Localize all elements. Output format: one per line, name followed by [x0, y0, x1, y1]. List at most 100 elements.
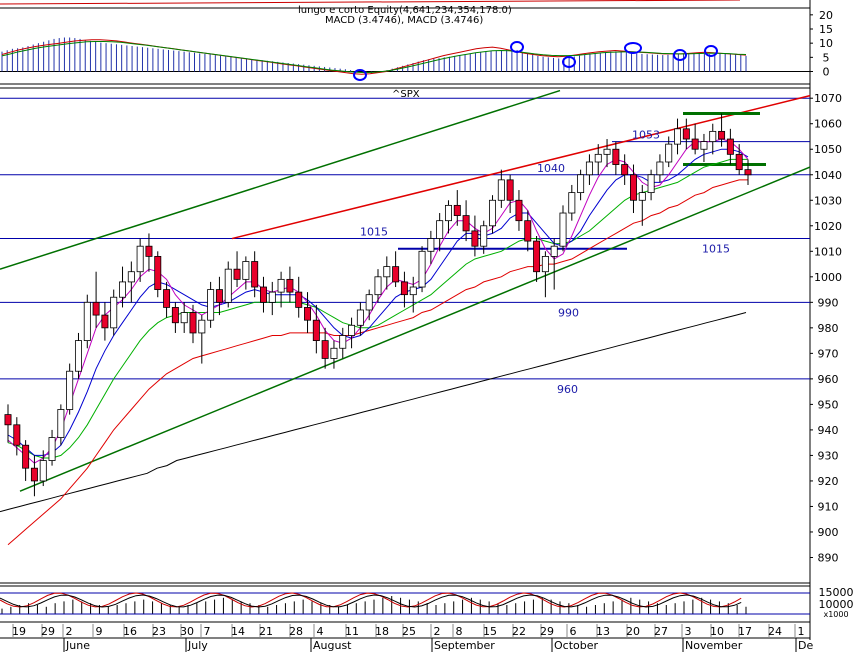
candle-body — [550, 245, 558, 257]
candle-body — [638, 192, 646, 201]
candle-body — [612, 148, 620, 165]
candle-body — [541, 256, 549, 273]
macd-signal-line — [1, 41, 747, 74]
volume-oscillator-black — [0, 594, 742, 608]
macd-highlight-circle — [562, 56, 576, 68]
price-tick-label: 900 — [818, 526, 839, 539]
candle-body — [4, 414, 12, 426]
candle-body — [392, 266, 400, 283]
candle-body — [233, 268, 241, 280]
candle-body — [30, 467, 38, 482]
price-tick-label: 970 — [818, 347, 839, 360]
level-label: 1015 — [360, 226, 388, 239]
candle-body — [559, 212, 567, 247]
price-tick-label: 1040 — [814, 169, 842, 182]
top-red-line — [0, 0, 741, 5]
candle-body — [735, 153, 743, 171]
x-day-label: 29 — [540, 625, 554, 638]
candle-body — [207, 289, 215, 321]
x-axis: 19 29 2 9 16 23 30 7 14 21 28 4 11 18 25 2 8 15 22 29 6 13 20 2… — [0, 624, 813, 652]
candle-body — [215, 289, 223, 303]
candle-body — [48, 437, 56, 461]
macd-highlight-circle — [673, 49, 687, 61]
candle-body — [709, 130, 717, 142]
price-tick-label: 1060 — [814, 118, 842, 131]
candle-body — [418, 250, 426, 288]
candle-body — [74, 340, 82, 372]
level-label: 1053 — [632, 129, 660, 142]
price-tick-label: 960 — [818, 373, 839, 386]
price-tick-label: 1020 — [814, 220, 842, 233]
candle-body — [127, 271, 135, 283]
macd-highlight-circle — [704, 45, 718, 57]
candle-body — [356, 309, 364, 326]
x-day-label: 29 — [41, 625, 55, 638]
x-day-label: 1 — [798, 625, 805, 638]
x-day-label: 20 — [626, 625, 640, 638]
x-day-label: 25 — [402, 625, 416, 638]
candle-body — [647, 174, 655, 194]
candle-body — [119, 281, 127, 298]
candle-body — [533, 240, 541, 273]
x-month-label: October — [554, 639, 598, 652]
candle-body — [665, 143, 673, 163]
ma-red-line — [7, 179, 748, 546]
candle-body — [480, 225, 488, 247]
x-day-label: 9 — [96, 625, 103, 638]
x-month-label: July — [187, 639, 208, 652]
price-tick-label: 980 — [818, 322, 839, 335]
candle-body — [154, 256, 162, 290]
candle-body — [524, 220, 532, 242]
candle-body — [110, 296, 118, 329]
candle-body — [691, 138, 699, 150]
candle-body — [189, 312, 197, 334]
candle-body — [224, 268, 232, 303]
candle-body — [682, 128, 690, 140]
resistance-line — [231, 94, 811, 240]
macd-tick-label: 10 — [819, 37, 833, 50]
macd-tick-label: 15 — [819, 23, 833, 36]
candle-body — [330, 347, 338, 359]
x-day-label: 18 — [375, 625, 389, 638]
x-day-label: 10 — [710, 625, 724, 638]
x-day-label: 15 — [483, 625, 497, 638]
candle-body — [13, 424, 21, 446]
candle-body — [629, 174, 637, 201]
x-day-label: 14 — [231, 625, 245, 638]
candle-body — [57, 409, 65, 438]
price-panel: 1053 1040 1015 1015 990 960 890 900 910 920 930 940… — [0, 89, 842, 564]
candle-body — [726, 138, 734, 155]
candle-body — [400, 281, 408, 296]
candle-body — [242, 261, 250, 280]
candle-body — [594, 153, 602, 163]
candle-body — [374, 276, 382, 296]
macd-tick-label: 20 — [819, 9, 833, 22]
x-day-label: 11 — [345, 625, 359, 638]
candle-body — [92, 301, 100, 316]
candle-body — [251, 261, 259, 288]
candle-body — [444, 204, 452, 222]
x-day-label: 7 — [204, 625, 211, 638]
volume-tick-label: 15000 — [819, 586, 854, 599]
candle-body — [171, 307, 179, 324]
candle-body — [339, 335, 347, 349]
x-month-label: June — [65, 639, 90, 652]
price-tick-label: 940 — [818, 424, 839, 437]
candle-body — [497, 179, 505, 201]
candle-body — [259, 286, 267, 303]
candle-body — [295, 291, 303, 308]
candle-body — [163, 289, 171, 308]
price-tick-label: 990 — [818, 296, 839, 309]
macd-highlight-circle — [510, 41, 524, 53]
x-day-label: 2 — [434, 625, 441, 638]
x-day-label: 8 — [456, 625, 463, 638]
x-day-label: 2 — [66, 625, 73, 638]
candle-body — [577, 174, 585, 194]
candle-body — [365, 294, 373, 311]
candle-body — [436, 220, 444, 239]
header-line1: lungo e corto Equity(4,641,234,354,178.0… — [298, 5, 512, 16]
candle-body — [453, 204, 461, 216]
